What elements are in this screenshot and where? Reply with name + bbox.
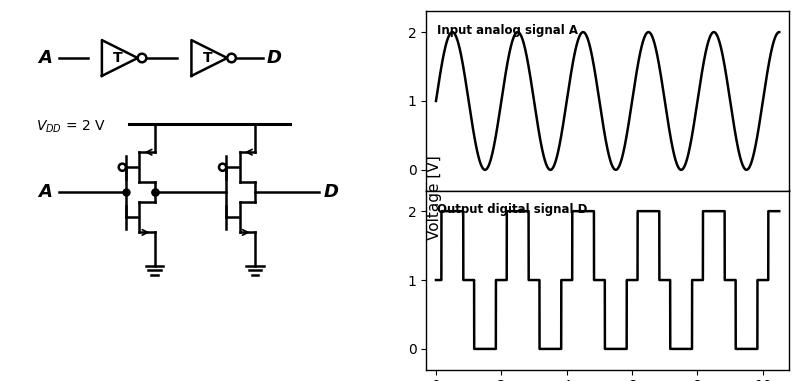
Text: $\boldsymbol{A}$: $\boldsymbol{A}$ bbox=[37, 49, 53, 67]
Title: < Simulation data >: < Simulation data > bbox=[516, 0, 700, 4]
Circle shape bbox=[219, 163, 226, 171]
Text: Output digital signal D: Output digital signal D bbox=[437, 203, 587, 216]
Text: Input analog signal A: Input analog signal A bbox=[437, 24, 578, 37]
Text: T: T bbox=[113, 51, 123, 65]
Text: $\boldsymbol{D}$: $\boldsymbol{D}$ bbox=[265, 49, 282, 67]
Text: $V_{DD}$ = 2 V: $V_{DD}$ = 2 V bbox=[36, 119, 105, 135]
Circle shape bbox=[138, 54, 147, 62]
Text: $\boldsymbol{A}$: $\boldsymbol{A}$ bbox=[37, 183, 53, 201]
Circle shape bbox=[227, 54, 236, 62]
Text: Voltage [V]: Voltage [V] bbox=[427, 156, 442, 240]
Circle shape bbox=[119, 163, 126, 171]
Text: T: T bbox=[202, 51, 212, 65]
Text: $\boldsymbol{D}$: $\boldsymbol{D}$ bbox=[323, 183, 340, 201]
